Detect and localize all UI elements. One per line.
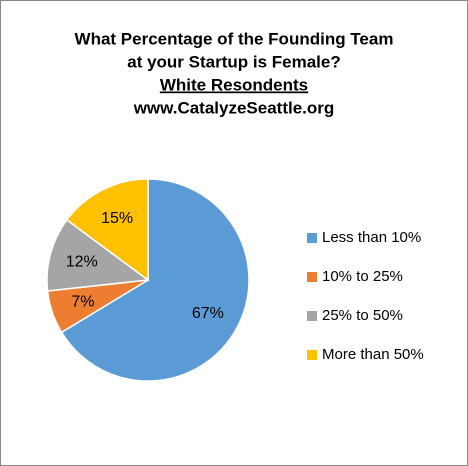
legend-swatch (307, 272, 317, 282)
data-label: 67% (192, 305, 224, 322)
chart-title: White Resondents (160, 75, 308, 94)
pie-slice (46, 218, 150, 292)
chart-title: www.CatalyzeSeattle.org (133, 98, 335, 117)
legend-swatch (307, 233, 317, 243)
chart-title: at your Startup is Female? (127, 52, 341, 71)
legend-swatch (307, 350, 317, 360)
pie-slice (65, 178, 149, 282)
legend-label: Less than 10% (322, 229, 421, 246)
data-label: 12% (66, 253, 98, 270)
chart-title: What Percentage of the Founding Team (75, 29, 394, 48)
legend-label: More than 50% (322, 346, 424, 363)
data-label: 7% (71, 293, 94, 310)
pie-slice (60, 178, 250, 382)
legend-label: 25% to 50% (322, 307, 403, 324)
data-label: 15% (101, 210, 133, 227)
legend-label: 10% to 25% (322, 268, 403, 285)
legend-swatch (307, 311, 317, 321)
